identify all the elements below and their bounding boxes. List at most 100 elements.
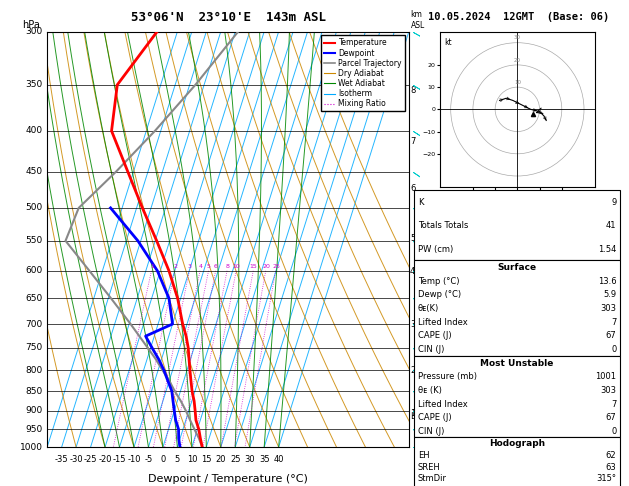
Text: 13.6: 13.6 [598, 277, 616, 286]
Text: 350: 350 [26, 80, 43, 89]
Text: 20: 20 [514, 58, 521, 63]
Text: 10: 10 [514, 80, 521, 85]
Text: 2: 2 [173, 264, 177, 269]
Text: 25: 25 [272, 264, 280, 269]
Text: Most Unstable: Most Unstable [481, 359, 554, 368]
Text: 53°06'N  23°10'E  143m ASL: 53°06'N 23°10'E 143m ASL [130, 11, 326, 24]
Text: 67: 67 [606, 413, 616, 422]
Text: 41: 41 [606, 222, 616, 230]
Text: 5.9: 5.9 [603, 291, 616, 299]
Text: Mixing Ratio (g/kg): Mixing Ratio (g/kg) [433, 200, 442, 279]
Text: 950: 950 [26, 425, 43, 434]
Text: CAPE (J): CAPE (J) [418, 331, 451, 340]
Text: 30: 30 [245, 454, 255, 464]
Text: 650: 650 [26, 294, 43, 303]
Text: Hodograph: Hodograph [489, 439, 545, 448]
Text: EH: EH [418, 451, 429, 460]
Text: K: K [418, 198, 423, 207]
Text: -25: -25 [84, 454, 97, 464]
Text: 3: 3 [410, 320, 415, 329]
Text: 4: 4 [410, 267, 415, 276]
Text: 5: 5 [410, 234, 415, 243]
Text: Lifted Index: Lifted Index [418, 399, 467, 409]
Text: 6: 6 [214, 264, 218, 269]
Text: -15: -15 [113, 454, 126, 464]
Text: 1: 1 [150, 264, 153, 269]
Text: 20: 20 [262, 264, 270, 269]
Text: Totals Totals: Totals Totals [418, 222, 468, 230]
Text: 8: 8 [410, 86, 415, 95]
Text: θᴇ (K): θᴇ (K) [418, 386, 442, 395]
Text: 7: 7 [611, 399, 616, 409]
Text: km
ASL: km ASL [411, 10, 425, 30]
Text: 9: 9 [611, 198, 616, 207]
Text: 67: 67 [606, 331, 616, 340]
Legend: Temperature, Dewpoint, Parcel Trajectory, Dry Adiabat, Wet Adiabat, Isotherm, Mi: Temperature, Dewpoint, Parcel Trajectory… [321, 35, 405, 111]
Text: 400: 400 [26, 126, 43, 136]
Text: 25: 25 [230, 454, 240, 464]
Text: 10: 10 [187, 454, 197, 464]
Text: -5: -5 [144, 454, 153, 464]
Text: 4: 4 [198, 264, 203, 269]
Text: 900: 900 [26, 406, 43, 415]
Text: 303: 303 [601, 386, 616, 395]
Text: 3: 3 [187, 264, 192, 269]
Text: 300: 300 [26, 27, 43, 36]
Text: 1001: 1001 [596, 372, 616, 382]
Text: StmDir: StmDir [418, 474, 447, 483]
Text: © weatheronline.co.uk: © weatheronline.co.uk [472, 474, 560, 484]
Text: 30: 30 [514, 35, 521, 40]
Text: 15: 15 [201, 454, 211, 464]
Text: 10: 10 [233, 264, 240, 269]
Text: SREH: SREH [418, 463, 440, 471]
Text: 800: 800 [26, 365, 43, 375]
Text: 700: 700 [26, 319, 43, 329]
Text: 15: 15 [250, 264, 257, 269]
Text: Dewpoint / Temperature (°C): Dewpoint / Temperature (°C) [148, 474, 308, 484]
Text: 5: 5 [175, 454, 180, 464]
Text: CIN (J): CIN (J) [418, 345, 444, 354]
Text: 5: 5 [207, 264, 211, 269]
Text: 2: 2 [410, 366, 415, 376]
Text: 8: 8 [225, 264, 230, 269]
Text: Lifted Index: Lifted Index [418, 318, 467, 327]
Text: 0: 0 [611, 345, 616, 354]
Text: θᴇ(K): θᴇ(K) [418, 304, 439, 313]
Text: 0: 0 [611, 427, 616, 436]
Text: kt: kt [444, 38, 452, 47]
Text: CIN (J): CIN (J) [418, 427, 444, 436]
Text: 750: 750 [26, 343, 43, 352]
Text: 550: 550 [26, 236, 43, 245]
Text: 35: 35 [259, 454, 269, 464]
Text: 1.54: 1.54 [598, 245, 616, 254]
Text: 450: 450 [26, 167, 43, 176]
Text: 6: 6 [410, 184, 415, 193]
Text: 500: 500 [26, 204, 43, 212]
Text: 62: 62 [606, 451, 616, 460]
Text: Temp (°C): Temp (°C) [418, 277, 459, 286]
Text: -20: -20 [98, 454, 112, 464]
Text: 40: 40 [274, 454, 284, 464]
Text: 600: 600 [26, 266, 43, 275]
Text: 0: 0 [160, 454, 165, 464]
Text: -10: -10 [127, 454, 141, 464]
Text: 1000: 1000 [20, 443, 43, 451]
Text: Dewp (°C): Dewp (°C) [418, 291, 461, 299]
Text: 315°: 315° [596, 474, 616, 483]
Text: Pressure (mb): Pressure (mb) [418, 372, 477, 382]
Text: PW (cm): PW (cm) [418, 245, 453, 254]
Text: 303: 303 [601, 304, 616, 313]
Text: hPa: hPa [22, 19, 40, 30]
Text: 10.05.2024  12GMT  (Base: 06): 10.05.2024 12GMT (Base: 06) [428, 12, 610, 22]
Text: CAPE (J): CAPE (J) [418, 413, 451, 422]
Text: Surface: Surface [498, 263, 537, 272]
Text: 20: 20 [216, 454, 226, 464]
Text: 1: 1 [410, 409, 415, 418]
Text: 850: 850 [26, 386, 43, 396]
Text: -30: -30 [69, 454, 83, 464]
Text: 63: 63 [606, 463, 616, 471]
Text: LCL: LCL [410, 412, 425, 421]
Text: -35: -35 [55, 454, 69, 464]
Text: 7: 7 [410, 137, 415, 146]
Text: 7: 7 [611, 318, 616, 327]
